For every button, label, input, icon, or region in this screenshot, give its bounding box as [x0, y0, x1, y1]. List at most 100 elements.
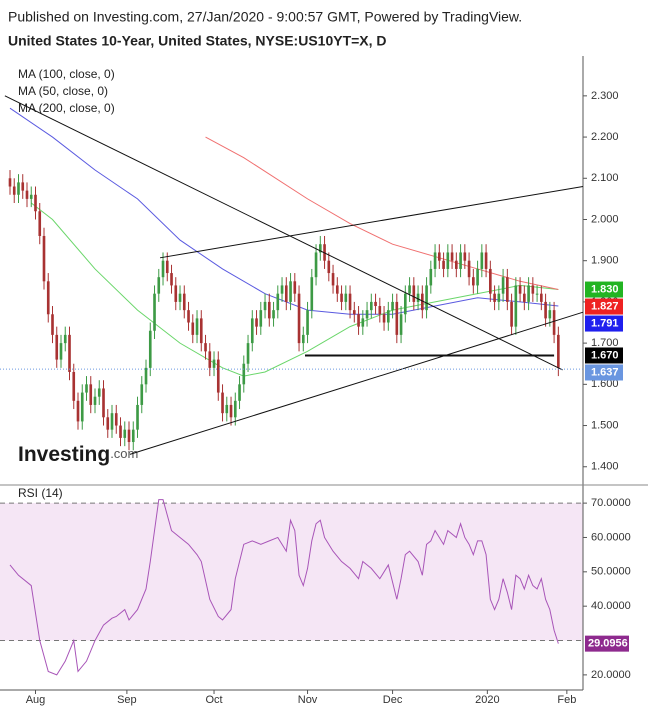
candle-body — [484, 252, 488, 269]
y-tick-label: 20.0000 — [591, 669, 631, 681]
candle-body — [46, 281, 50, 315]
x-tick-label: Aug — [26, 694, 46, 706]
candle-body — [301, 334, 305, 344]
logo-suffix: .com — [110, 446, 138, 461]
candle-body — [395, 301, 399, 335]
x-tick-label: Dec — [383, 694, 403, 706]
price-label: 1.830 — [591, 283, 619, 295]
logo: Investing.com — [18, 443, 138, 466]
candle-body — [272, 310, 275, 319]
candle-body — [263, 301, 267, 311]
candle-body — [348, 293, 352, 311]
x-tick-label: Sep — [117, 694, 137, 706]
candle-body — [425, 285, 428, 311]
chart-title: United States 10-Year, United States, NY… — [8, 33, 387, 49]
candle-body — [208, 351, 212, 368]
y-tick-label: 50.0000 — [591, 566, 631, 578]
logo-name: Investing — [18, 443, 110, 466]
candle-body — [93, 396, 97, 405]
candle-body — [306, 310, 309, 335]
x-tick-label: Feb — [557, 694, 576, 706]
candle-body — [182, 293, 186, 311]
candle-body — [63, 334, 67, 344]
candle-body — [518, 285, 522, 294]
candle-body — [501, 277, 505, 294]
candle-body — [12, 186, 16, 195]
candle-body — [314, 252, 318, 278]
candle-body — [352, 310, 356, 315]
candle-body — [255, 318, 258, 327]
candle-body — [442, 260, 445, 269]
candle-body — [55, 334, 59, 360]
moving-average — [205, 136, 559, 291]
candle-body — [225, 404, 229, 414]
candle-body — [284, 285, 288, 302]
candle-body — [476, 268, 479, 286]
candle-body — [318, 244, 322, 253]
y-tick-label: 1.400 — [591, 461, 619, 473]
candle-body — [335, 285, 339, 294]
candle-body — [114, 413, 118, 426]
price-label-box — [585, 364, 623, 381]
candle-body — [233, 400, 237, 418]
x-tick-label: Oct — [205, 694, 222, 706]
candle-body — [131, 429, 135, 443]
candle-body — [293, 281, 297, 294]
candle-body — [29, 194, 33, 199]
candle-body — [72, 371, 76, 401]
rsi-last-box — [585, 635, 629, 652]
candle-body — [510, 301, 513, 327]
candle-body — [557, 334, 560, 368]
y-tick-label: 2.000 — [591, 213, 619, 225]
trendline — [159, 186, 584, 259]
trendline — [129, 311, 584, 455]
price-label: 1.637 — [591, 366, 619, 378]
source-line: Published on Investing.com, 27/Jan/2020 … — [8, 9, 522, 25]
candle-body — [399, 314, 403, 335]
legend-entry: MA (100, close, 0) — [18, 67, 115, 81]
price-label-box — [585, 347, 623, 364]
candle-body — [438, 252, 441, 261]
candle-body — [429, 268, 433, 286]
candle-body — [204, 343, 207, 352]
candle-body — [527, 285, 530, 302]
candle-body — [480, 252, 484, 269]
rsi-line — [9, 499, 559, 676]
candle-body — [157, 277, 161, 294]
candle-body — [144, 367, 148, 385]
candle-body — [242, 363, 246, 385]
candle-body — [391, 301, 394, 311]
candle-body — [89, 384, 93, 405]
candle-body — [497, 293, 501, 302]
candle-body — [106, 417, 110, 430]
candle-body — [506, 277, 509, 302]
candle-body — [21, 182, 25, 191]
candle-body — [327, 260, 331, 274]
candle-body — [42, 235, 46, 282]
candle-body — [433, 252, 437, 269]
price-label: 1.670 — [591, 349, 619, 361]
candle-body — [467, 260, 471, 278]
candle-body — [59, 343, 63, 360]
candle-body — [199, 318, 203, 344]
candle-body — [340, 293, 343, 302]
moving-average — [30, 202, 559, 377]
x-tick-label: Nov — [298, 694, 318, 706]
candle-body — [416, 293, 420, 302]
candle-body — [455, 260, 458, 269]
candle-body — [34, 194, 37, 212]
candle-body — [110, 413, 114, 430]
rsi-legend: RSI (14) — [18, 486, 63, 500]
candle-body — [408, 285, 411, 294]
candle-body — [161, 260, 165, 278]
candle-body — [127, 429, 131, 443]
legend-entry: MA (50, close, 0) — [18, 84, 108, 98]
candle-body — [344, 293, 348, 302]
candle-body — [535, 293, 539, 295]
y-tick-label: 2.100 — [591, 172, 619, 184]
candle-body — [552, 310, 556, 335]
y-tick-label: 2.200 — [591, 131, 619, 143]
candle-body — [238, 384, 241, 401]
